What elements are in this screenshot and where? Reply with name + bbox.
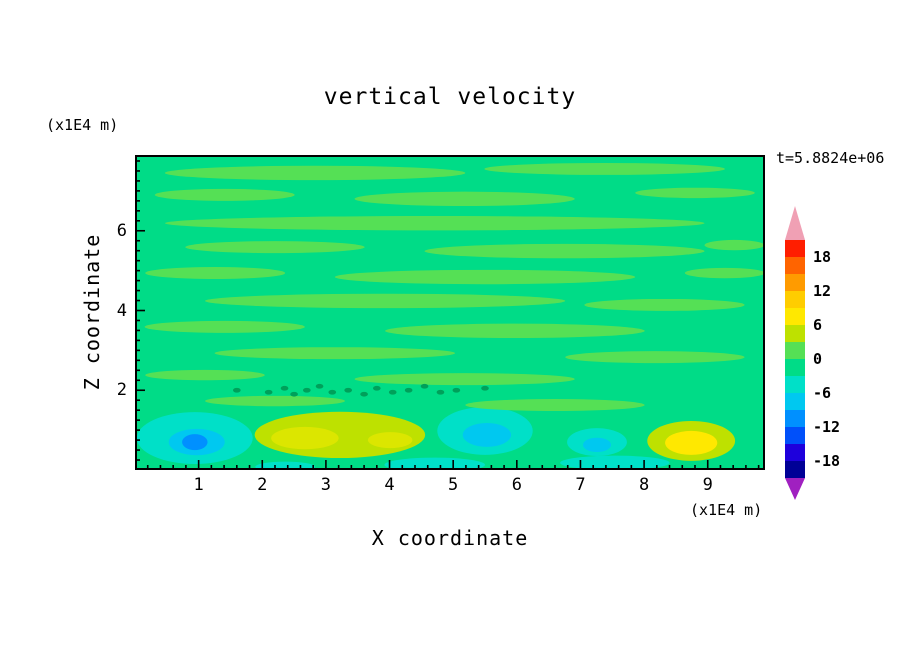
y-axis-unit-label: (x1E4 m) <box>46 116 119 134</box>
x-tick-label: 7 <box>575 475 586 495</box>
contour-speck <box>233 387 241 393</box>
contour-feature <box>367 432 413 449</box>
contour-streak <box>205 293 566 309</box>
contour-streak <box>154 188 295 201</box>
x-tick-label: 1 <box>193 475 204 495</box>
contour-streak <box>164 216 705 231</box>
plot-frame <box>135 155 765 470</box>
contour-speck <box>280 385 289 391</box>
x-tick-label: 2 <box>257 475 268 495</box>
colorbar-label: -12 <box>813 418 841 436</box>
contour-streak <box>484 162 725 175</box>
contour-speck <box>303 387 311 393</box>
contour-feature <box>465 399 645 411</box>
contour-speck <box>452 387 461 393</box>
colorbar <box>785 206 805 500</box>
contour-streak <box>354 373 575 386</box>
y-tick-label: 6 <box>116 220 127 241</box>
colorbar-cell <box>785 274 805 291</box>
contour-streak <box>354 191 575 207</box>
colorbar-cell <box>785 461 805 478</box>
x-tick-label: 6 <box>511 475 522 495</box>
colorbar-cell <box>785 410 805 427</box>
colorbar-label: 18 <box>813 248 832 266</box>
x-tick-label: 9 <box>702 475 713 495</box>
x-tick-label: 3 <box>320 475 332 495</box>
colorbar-cell <box>785 325 805 342</box>
contour-speck <box>344 387 352 393</box>
contour-streak <box>424 243 705 259</box>
colorbar-label: 12 <box>813 282 832 300</box>
contour-streak <box>385 323 645 339</box>
y-tick-label: 2 <box>116 380 127 401</box>
colorbar-cell <box>785 393 805 410</box>
colorbar-cell <box>785 308 805 325</box>
colorbar-cell <box>785 376 805 393</box>
x-tick-label: 4 <box>384 475 395 495</box>
x-axis-tick-labels: 1 2 3 4 5 6 7 8 9 <box>135 475 765 497</box>
time-annotation: t=5.8824e+06 <box>776 149 885 167</box>
chart-title: vertical velocity <box>323 84 577 110</box>
contour-feature <box>182 434 208 451</box>
contour-feature <box>560 455 670 470</box>
colorbar-over-arrow-icon <box>785 206 805 240</box>
contour-streak <box>164 165 466 181</box>
colorbar-label: 0 <box>813 350 823 368</box>
contour-speck <box>436 389 445 395</box>
contour-streak <box>185 241 365 254</box>
contour-field <box>135 155 765 470</box>
contour-streak <box>214 347 456 360</box>
colorbar-labels: 18 12 6 0 -6 -12 -18 <box>813 206 859 500</box>
contour-feature <box>583 437 611 453</box>
contour-streak <box>145 267 286 280</box>
x-tick-label: 8 <box>638 475 650 495</box>
contour-speck <box>264 389 273 395</box>
contour-streak <box>145 369 265 381</box>
contour-feature <box>665 430 718 455</box>
colorbar-cell <box>785 291 805 308</box>
colorbar-label: 6 <box>813 316 823 334</box>
colorbar-cell <box>785 342 805 359</box>
colorbar-cell <box>785 240 805 257</box>
contour-streak <box>704 239 765 251</box>
contour-streak <box>144 320 305 333</box>
contour-speck <box>481 385 489 391</box>
colorbar-cells <box>785 240 805 478</box>
contour-streak <box>584 298 745 311</box>
contour-feature <box>384 457 485 470</box>
y-axis-tick-labels: 2 4 6 <box>95 155 127 470</box>
x-tick-label: 5 <box>448 475 459 495</box>
colorbar-cell <box>785 444 805 461</box>
contour-speck <box>360 391 368 397</box>
contour-speck <box>290 391 298 397</box>
contour-feature <box>271 426 339 450</box>
contour-speck <box>404 387 413 393</box>
contour-speck <box>420 383 429 389</box>
contour-streak <box>565 351 745 364</box>
colorbar-cell <box>785 427 805 444</box>
colorbar-label: -6 <box>813 384 832 402</box>
contour-speck <box>328 389 337 395</box>
x-axis-label: X coordinate <box>371 526 529 550</box>
x-axis-unit-label: (x1E4 m) <box>690 501 763 519</box>
contour-speck <box>388 389 397 395</box>
colorbar-cell <box>785 359 805 376</box>
contour-feature <box>462 422 512 447</box>
contour-streak <box>334 269 636 285</box>
contour-speck <box>373 385 381 391</box>
contour-feature <box>205 395 345 407</box>
colorbar-cell <box>785 257 805 274</box>
y-tick-label: 4 <box>116 300 127 321</box>
contour-speck <box>315 383 324 389</box>
contour-streak <box>635 187 755 199</box>
y-axis-label: Z coordinate <box>80 233 104 391</box>
colorbar-under-arrow-icon <box>785 478 805 500</box>
colorbar-label: -18 <box>813 452 841 470</box>
contour-streak <box>684 267 765 279</box>
plot-area <box>135 155 765 470</box>
